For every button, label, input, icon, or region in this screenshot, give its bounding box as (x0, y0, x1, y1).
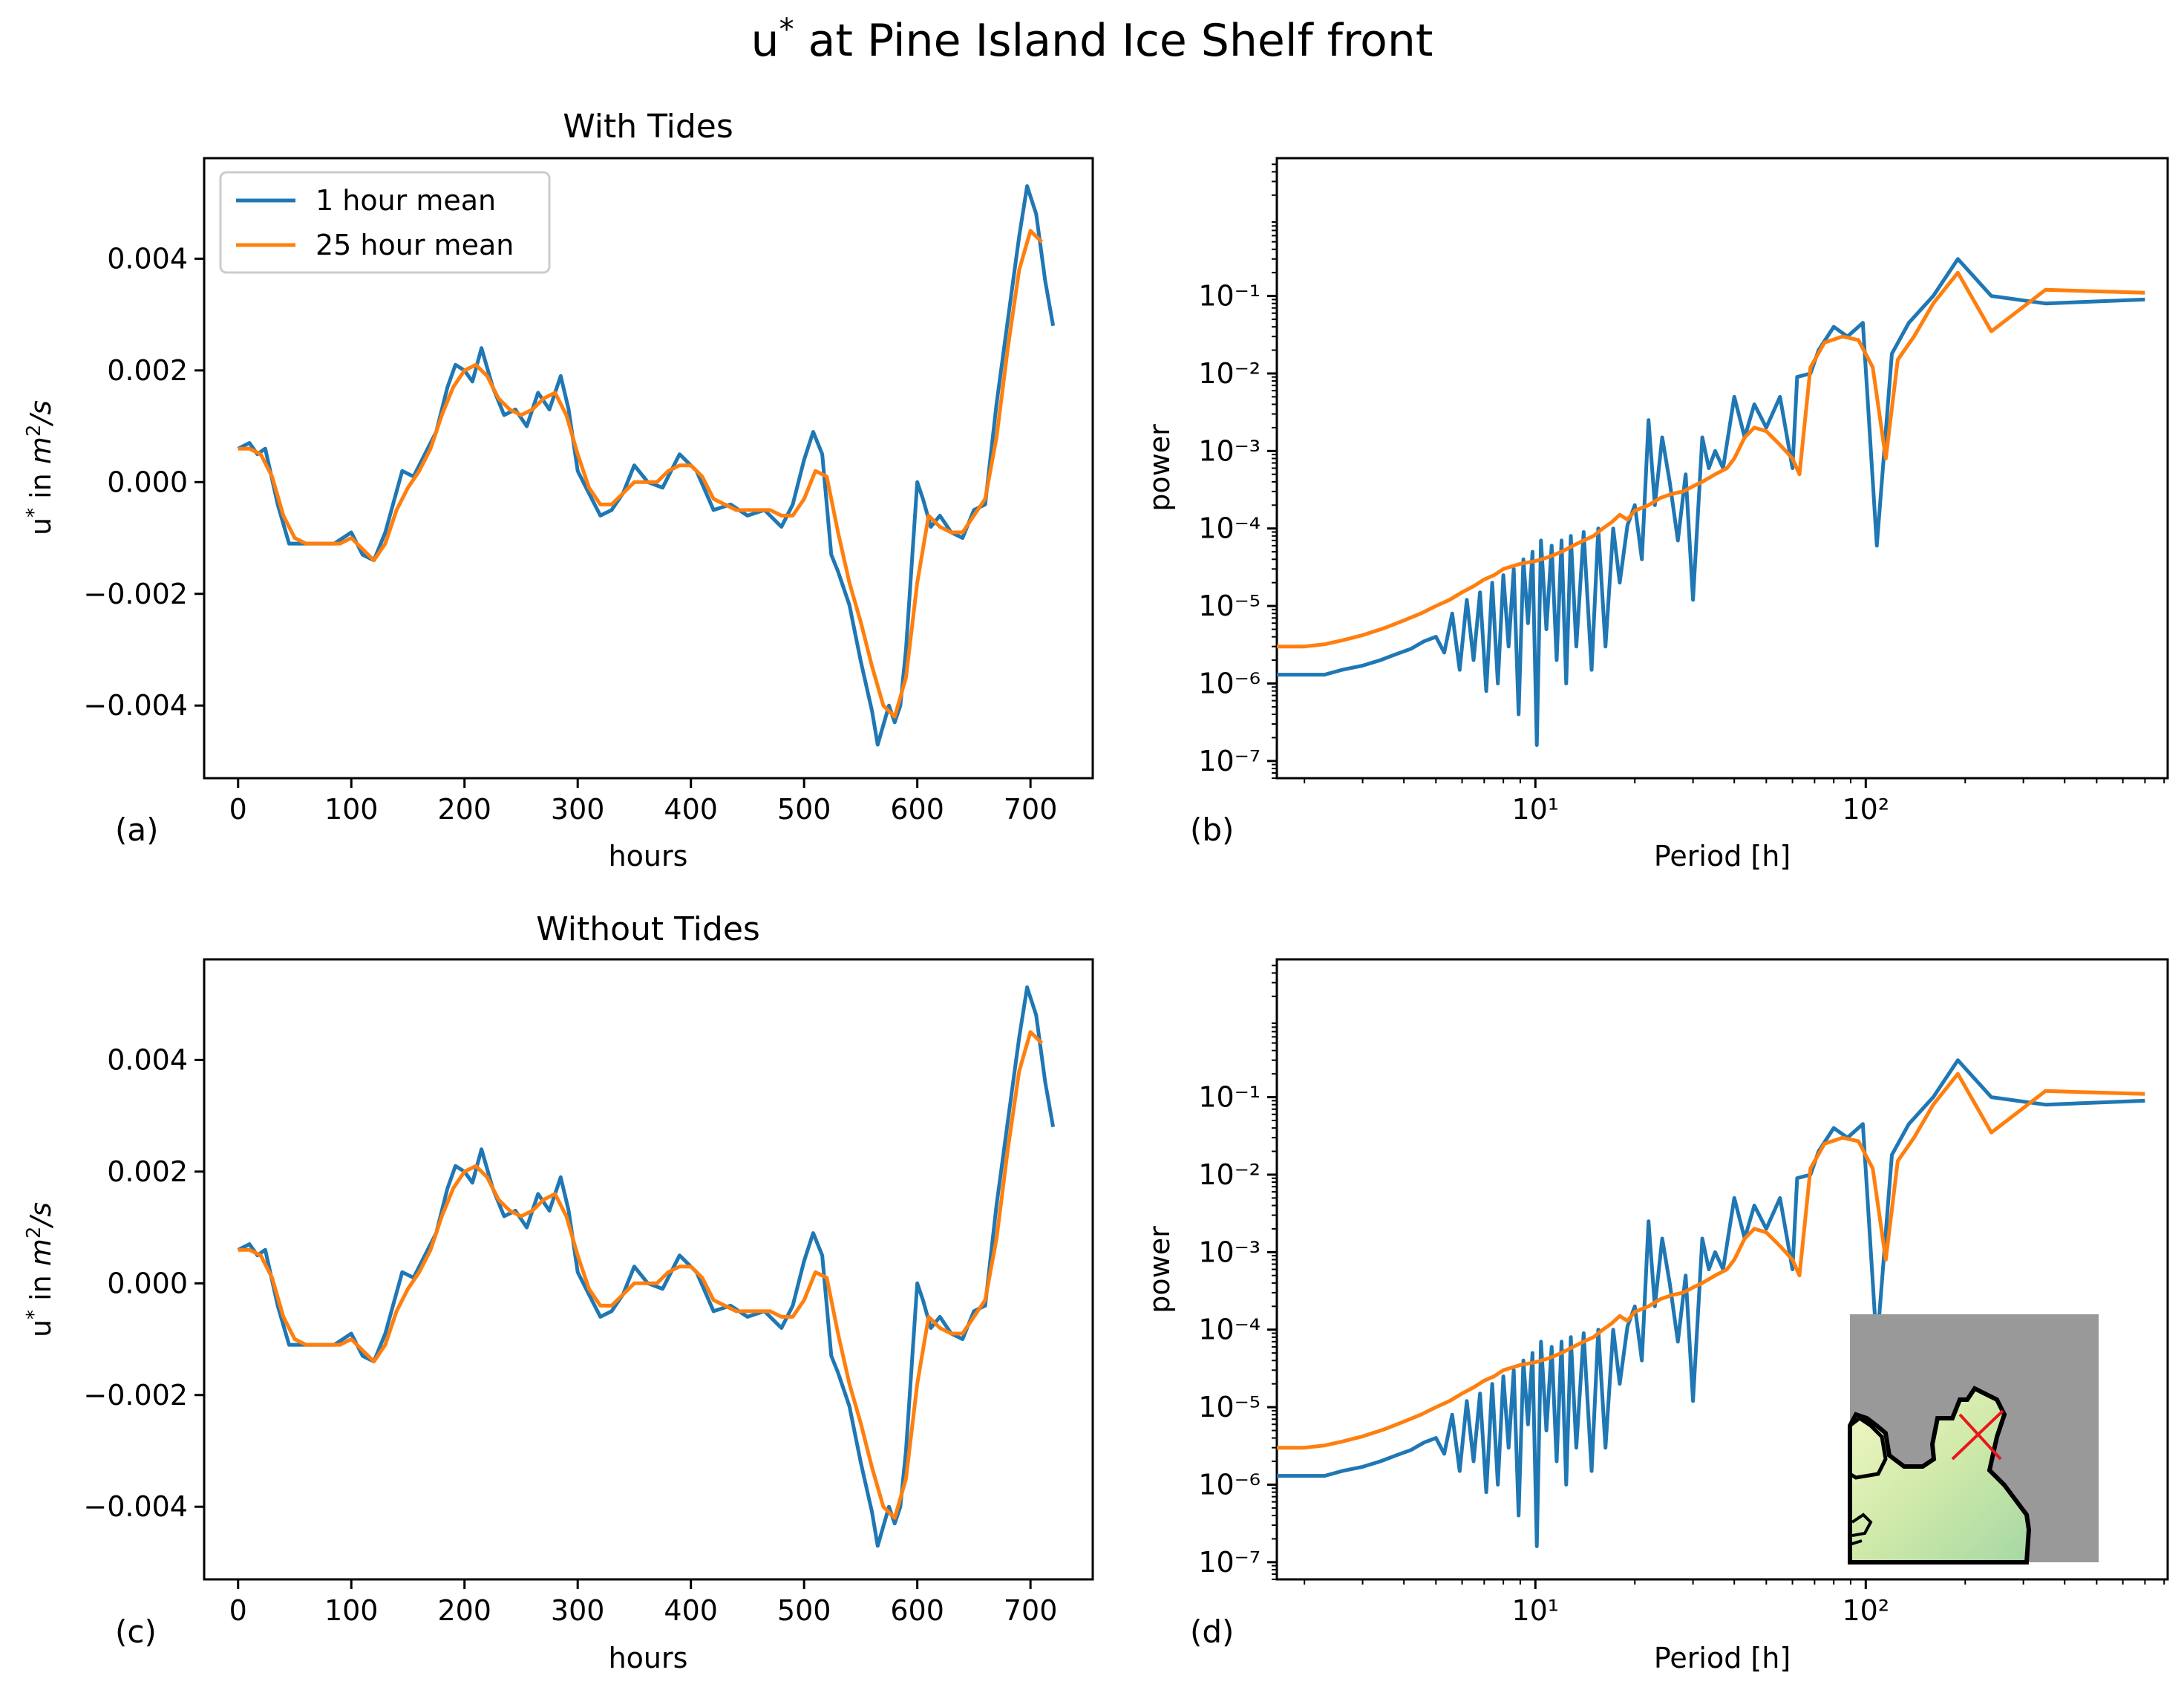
panel-c-ytick-label: −0.002 (83, 1379, 188, 1412)
panel-c-ticks: 0 100 200 300 400 500 600 700 −0.004 −0.002 0.000 0… (83, 1043, 1057, 1627)
inset-map-marker-b (1951, 1409, 2004, 1461)
panel-c-xtick-label: 300 (551, 1594, 605, 1627)
panel-d-xtick-label: 10² (1843, 1594, 1890, 1627)
panel-c-xtick-label: 600 (890, 1594, 944, 1627)
panel-c-xlabel: hours (609, 1642, 688, 1674)
panel-a-series-1h-line (237, 184, 1056, 747)
panel-d-label: (d) (1190, 1614, 1234, 1650)
inset-map-contour (1849, 1513, 1873, 1546)
panel-a-ytick-label: −0.004 (83, 689, 188, 722)
panel-b-ytick-label: 10⁻¹ (1198, 280, 1261, 313)
legend-box (219, 171, 551, 274)
panel-b-xtick-label: 10¹ (1511, 793, 1559, 826)
panel-a-xtick-label: 600 (890, 793, 944, 826)
panel-c-lines (237, 985, 1056, 1548)
panel-b-ytick-label: 10⁻⁵ (1198, 590, 1261, 622)
panel-d-ytick-label: 10⁻⁵ (1198, 1391, 1261, 1423)
panel-d-ytick-label: 10⁻⁶ (1198, 1468, 1261, 1501)
panel-a-xtick-label: 200 (437, 793, 491, 826)
panel-a-xtick-label: 700 (1004, 793, 1058, 826)
panel-c-xtick-label: 200 (437, 1594, 491, 1627)
panel-b-ticks: 10¹ 10² 10⁻⁷ 10⁻⁶ 10⁻⁵ 10⁻⁴ 10⁻³ 10⁻² 10⁻¹ (1198, 163, 2165, 826)
panel-b-ytick-label: 10⁻⁴ (1198, 512, 1261, 545)
panel-c-series-25h-line (238, 1030, 1044, 1520)
panel-a-xlabel: hours (609, 840, 688, 872)
panel-b-ytick-label: 10⁻³ (1198, 434, 1261, 467)
panel-a-lines (237, 184, 1056, 747)
panel-a-xtick-label: 500 (777, 793, 831, 826)
panel-d-series-25h-line (1277, 1071, 2145, 1450)
panel-c-ylabel: u* in m2/s (23, 1202, 57, 1337)
panel-d-ylabel: power (1143, 1226, 1176, 1314)
panel-c-ytick-label: 0.004 (107, 1043, 188, 1076)
panel-c-xtick-label: 400 (664, 1594, 718, 1627)
panel-b-lines (1277, 257, 2145, 747)
legend-label-25h: 25 hour mean (315, 229, 514, 261)
panel-d-ytick-label: 10⁻¹ (1198, 1081, 1261, 1114)
panel-c-series-1h-line (237, 985, 1056, 1548)
panel-d-ytick-label: 10⁻² (1198, 1158, 1261, 1191)
panel-a-xtick-label: 300 (551, 793, 605, 826)
panel-c-xtick-label: 700 (1004, 1594, 1058, 1627)
panel-a-xtick-label: 0 (229, 793, 247, 826)
panel-d-xtick-label: 10¹ (1511, 1594, 1559, 1627)
panel-b-xtick-label: 10² (1843, 793, 1890, 826)
panel-d-ytick-label: 10⁻⁷ (1198, 1546, 1261, 1579)
panel-a-label: (a) (115, 812, 159, 848)
panel-c-xtick-label: 100 (324, 1594, 379, 1627)
inset-map-marker-a (1958, 1413, 2002, 1461)
panel-b-ytick-label: 10⁻⁷ (1198, 745, 1261, 777)
panel-a-ytick-label: −0.002 (83, 578, 188, 610)
panel-a-plot-area (203, 157, 1094, 780)
panel-a-ytick-label: 0.004 (107, 242, 188, 275)
panel-b-series-1h-line (1277, 257, 2145, 747)
panel-d-series-1h-line (1277, 1058, 2145, 1548)
panel-b-series-25h-line (1277, 270, 2145, 649)
panel-a-with-tides: With Tides 0 100 200 300 400 500 600 700 −0.004 −… (23, 108, 1094, 872)
panel-b-xlabel: Period [h] (1654, 840, 1791, 872)
panel-d-ytick-label: 10⁻⁴ (1198, 1314, 1261, 1346)
panel-a-ytick-label: 0.002 (107, 354, 188, 387)
panel-a-ylabel: u* in m2/s (23, 400, 57, 535)
panel-c-without-tides: Without Tides 0 100 200 300 400 500 600 700 −0.0… (23, 910, 1094, 1674)
panel-b-spectrum-with-tides: 10¹ 10² 10⁻⁷ 10⁻⁶ 10⁻⁵ 10⁻⁴ 10⁻³ 10⁻² 10⁻¹ Perio… (1143, 157, 2169, 872)
panel-d-ytick-label: 10⁻³ (1198, 1236, 1261, 1268)
panel-c-ytick-label: 0.000 (107, 1267, 188, 1299)
panel-a-ytick-label: 0.000 (107, 466, 188, 498)
legend: 1 hour mean 25 hour mean (219, 171, 551, 274)
panel-c-xtick-label: 500 (777, 1594, 831, 1627)
panel-a-xtick-label: 100 (324, 793, 379, 826)
panel-a-title: With Tides (563, 108, 733, 146)
panel-c-ytick-label: −0.004 (83, 1490, 188, 1523)
panel-c-ytick-label: 0.002 (107, 1155, 188, 1188)
panel-b-ylabel: power (1143, 424, 1176, 512)
panel-a-ticks: 0 100 200 300 400 500 600 700 −0.004 −0.002 0.000 0… (83, 242, 1057, 826)
panel-a-series-25h-line (238, 229, 1044, 719)
panel-d-xlabel: Period [h] (1654, 1642, 1791, 1674)
panel-c-plot-area (203, 958, 1094, 1581)
legend-label-1h: 1 hour mean (315, 184, 496, 217)
panel-c-label: (c) (115, 1614, 157, 1650)
panel-d-lines (1277, 1058, 2145, 1548)
panel-a-xtick-label: 400 (664, 793, 718, 826)
panel-b-ytick-label: 10⁻⁶ (1198, 667, 1261, 699)
panel-d-ticks: 10¹ 10² 10⁻⁷ 10⁻⁶ 10⁻⁵ 10⁻⁴ 10⁻³ 10⁻² 10⁻¹ (1198, 965, 2165, 1627)
panel-c-xtick-label: 0 (229, 1594, 247, 1627)
inset-map-ocean (1848, 1386, 2032, 1565)
inset-map (1848, 1314, 2099, 1565)
inset-map-coast-left (1848, 1415, 1888, 1480)
panel-c-title: Without Tides (536, 910, 760, 948)
figure-title: u* at Pine Island Ice Shelf front (751, 13, 1433, 67)
panel-b-ytick-label: 10⁻² (1198, 357, 1261, 390)
panel-d-spectrum-without-tides: 10¹ 10² 10⁻⁷ 10⁻⁶ 10⁻⁵ 10⁻⁴ 10⁻³ 10⁻² 10⁻¹ Perio… (1143, 958, 2169, 1674)
panel-b-label: (b) (1190, 812, 1234, 848)
